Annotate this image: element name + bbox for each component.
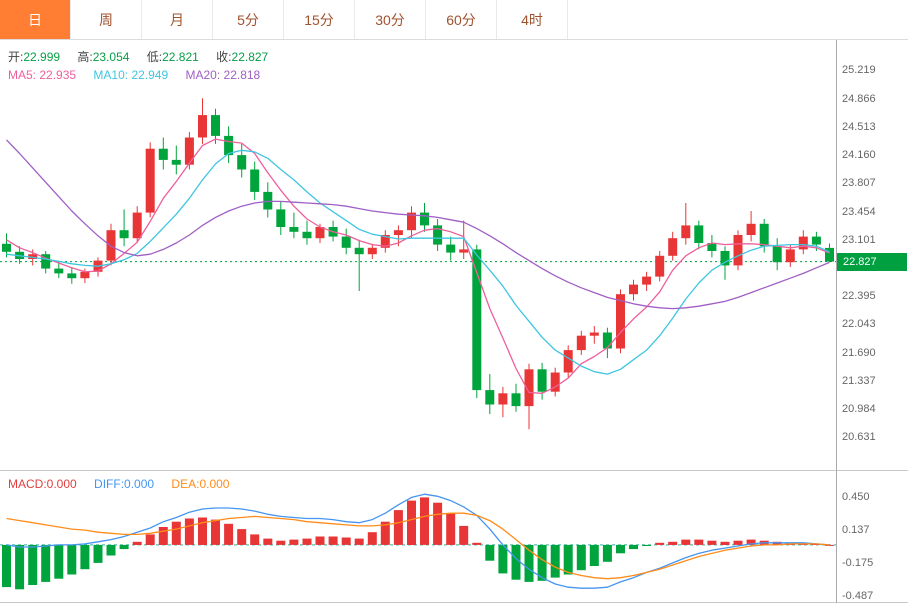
close-readout: 收:22.827	[216, 50, 268, 64]
high-value: 23.054	[92, 50, 130, 64]
tab-15min[interactable]: 15分	[284, 0, 355, 39]
macd-histogram	[2, 497, 834, 590]
tab-month[interactable]: 月	[142, 0, 213, 39]
panel-separator	[0, 470, 908, 471]
price-axis-tick: 24.513	[842, 121, 876, 133]
dea-value-readout: DEA:0.000	[171, 477, 229, 491]
ma5-readout: MA5: 22.935	[8, 68, 76, 82]
ma20-readout: MA20: 22.818	[185, 68, 260, 82]
price-axis-tick: 21.337	[842, 375, 876, 387]
main-candlestick-chart	[0, 98, 836, 430]
timeframe-tabbar: 日周月 5分 15分 30分 60分 4时	[0, 0, 908, 40]
price-axis-tick: 25.219	[842, 64, 876, 76]
tab-60min[interactable]: 60分	[426, 0, 497, 39]
price-axis-tick: 21.690	[842, 347, 876, 359]
dea-line	[6, 512, 830, 580]
ma10-value: 22.949	[131, 68, 169, 82]
price-axis-tick: 24.866	[842, 93, 876, 105]
price-axis-tick: 23.454	[842, 206, 876, 218]
open-label: 开:	[8, 50, 24, 64]
macd-readout: MACD:0.000 DIFF:0.000 DEA:0.000	[8, 477, 243, 491]
tab-5min[interactable]: 5分	[213, 0, 284, 39]
current-price-tag: 22.827	[837, 253, 907, 271]
ma20-line	[6, 139, 830, 310]
ma-readout: MA5: 22.935 MA10: 22.949 MA20: 22.818	[8, 68, 274, 82]
diff-value: 0.000	[124, 477, 155, 491]
open-readout: 开:22.999	[8, 50, 60, 64]
close-value: 22.827	[231, 50, 269, 64]
ma10-line	[6, 149, 830, 375]
ohlc-readout: 开:22.999 高:23.054 低:22.821 收:22.827	[8, 48, 282, 65]
price-axis-tick: 22.043	[842, 318, 876, 330]
macd-label: MACD:	[8, 477, 47, 491]
chart-area: 开:22.999 高:23.054 低:22.821 收:22.827 MA5:…	[0, 40, 908, 603]
high-readout: 高:23.054	[77, 50, 129, 64]
price-axis-tick: 20.631	[842, 431, 876, 443]
macd-value-readout: MACD:0.000	[8, 477, 77, 491]
ma10-label: MA10:	[93, 68, 129, 82]
price-axis-tick: 24.160	[842, 149, 876, 161]
ma5-value: 22.935	[39, 68, 77, 82]
ma5-label: MA5:	[8, 68, 37, 82]
price-axis-tick: 23.807	[842, 177, 876, 189]
price-axis-line	[836, 40, 837, 603]
diff-value-readout: DIFF:0.000	[94, 477, 154, 491]
open-value: 22.999	[23, 50, 61, 64]
low-readout: 低:22.821	[147, 50, 199, 64]
tab-day[interactable]: 日	[0, 0, 71, 39]
candles-layer	[2, 98, 834, 430]
macd-axis-tick: 0.450	[842, 491, 870, 503]
ma20-value: 22.818	[223, 68, 261, 82]
macd-axis-tick: -0.487	[842, 590, 874, 602]
macd-value: 0.000	[46, 477, 77, 491]
close-label: 收:	[216, 50, 232, 64]
diff-label: DIFF:	[94, 477, 125, 491]
dea-label: DEA:	[171, 477, 200, 491]
price-axis-tick: 20.984	[842, 403, 876, 415]
macd-chart	[0, 493, 836, 590]
ma5-line	[6, 138, 830, 394]
tab-30min[interactable]: 30分	[355, 0, 426, 39]
price-axis-tick: 22.395	[842, 290, 876, 302]
macd-axis-tick: -0.175	[842, 557, 874, 569]
macd-axis-tick: 0.137	[842, 524, 870, 536]
tab-week[interactable]: 周	[71, 0, 142, 39]
ma20-label: MA20:	[185, 68, 221, 82]
high-label: 高:	[77, 50, 93, 64]
low-value: 22.821	[162, 50, 199, 64]
low-label: 低:	[146, 50, 163, 64]
diff-line	[6, 493, 830, 589]
price-axis-tick: 23.101	[842, 234, 876, 246]
tab-4hour[interactable]: 4时	[497, 0, 568, 39]
dea-value: 0.000	[199, 477, 230, 491]
ma10-readout: MA10: 22.949	[93, 68, 168, 82]
